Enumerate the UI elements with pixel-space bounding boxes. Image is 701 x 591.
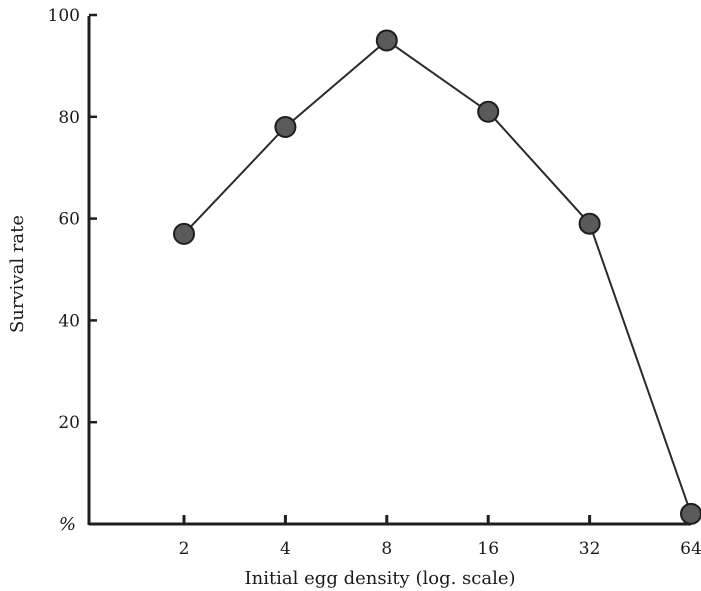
x-tick-label: 2 [179, 539, 190, 559]
data-point [680, 502, 701, 525]
y-tick-label: 20 [58, 413, 80, 433]
x-tick-label: 64 [680, 539, 701, 559]
y-tick-label: 100 [48, 6, 80, 26]
y-tick-label: 40 [58, 311, 80, 331]
series-layer [173, 29, 701, 525]
data-point [578, 212, 601, 235]
y-tick-label: 60 [58, 210, 80, 230]
x-axis-title: Initial egg density (log. scale) [244, 568, 515, 589]
y-tick-label: 80 [58, 108, 80, 128]
x-tick-label: 16 [477, 539, 499, 559]
data-point [375, 29, 398, 52]
data-point [274, 115, 297, 138]
x-tick-label: 32 [579, 539, 601, 559]
x-tick-label: 4 [280, 539, 291, 559]
y-ticks: 20 40 60 80 100 [48, 6, 97, 433]
x-tick-label: 8 [381, 539, 392, 559]
series-line [183, 39, 692, 515]
y-axis-title: Survival rate [7, 215, 28, 333]
y-unit-label: % [59, 514, 76, 535]
x-ticks: 2 4 8 16 32 64 [179, 515, 701, 559]
data-point [173, 222, 195, 245]
data-point [477, 100, 500, 123]
